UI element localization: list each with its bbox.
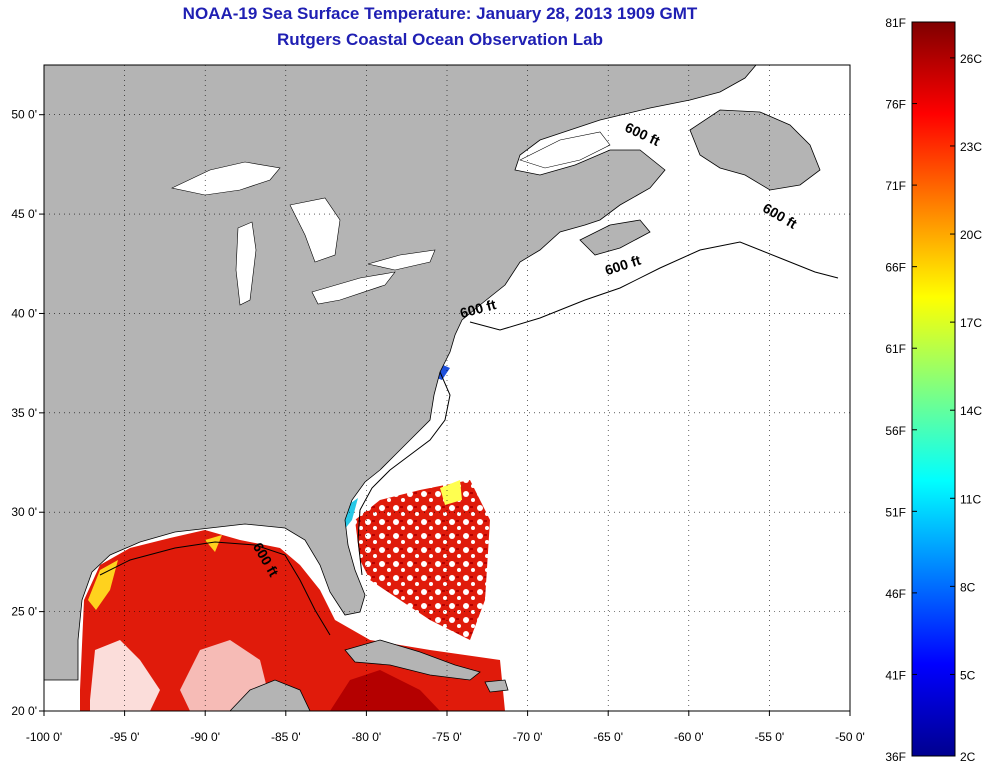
isobath-600ft-south	[357, 371, 451, 576]
x-tick-label: -95 0'	[110, 730, 140, 744]
colorbar-f-label: 51F	[885, 505, 906, 519]
colorbar-c-label: 23C	[960, 140, 982, 154]
colorbar-f-label: 81F	[885, 16, 906, 30]
colorbar-f-label: 36F	[885, 750, 906, 764]
x-tick-label: -100 0'	[26, 730, 62, 744]
y-tick-label: 35 0'	[11, 406, 37, 420]
x-axis: -100 0' -95 0' -90 0' -85 0' -80 0' -75 0' -70…	[26, 711, 865, 744]
x-tick-label: -50 0'	[835, 730, 865, 744]
colorbar-c-label: 26C	[960, 52, 982, 66]
colorbar-c-label: 17C	[960, 316, 982, 330]
y-tick-label: 40 0'	[11, 306, 37, 320]
colorbar-f-label: 66F	[885, 261, 906, 275]
x-tick-label: -90 0'	[190, 730, 220, 744]
y-axis: 50 0' 45 0' 40 0' 35 0' 30 0' 25 0' 20 0'	[11, 108, 44, 718]
colorbar-c-label: 5C	[960, 668, 976, 682]
map-subtitle: Rutgers Coastal Ocean Observation Lab	[277, 30, 603, 49]
colorbar	[911, 21, 956, 757]
y-tick-label: 45 0'	[11, 207, 37, 221]
x-tick-label: -85 0'	[271, 730, 301, 744]
y-tick-label: 50 0'	[11, 108, 37, 122]
colorbar-f-label: 61F	[885, 342, 906, 356]
x-tick-label: -70 0'	[513, 730, 543, 744]
colorbar-fahrenheit-labels: 81F 76F 71F 66F 61F 56F 51F 46F 41F 36F	[885, 16, 917, 764]
colorbar-c-label: 11C	[960, 492, 981, 506]
x-tick-label: -75 0'	[432, 730, 462, 744]
colorbar-f-label: 71F	[885, 179, 906, 193]
isobath-600ft-gulf	[99, 541, 331, 636]
map-title: NOAA-19 Sea Surface Temperature: January…	[182, 4, 698, 23]
colorbar-c-label: 14C	[960, 404, 982, 418]
colorbar-c-label: 8C	[960, 580, 976, 594]
colorbar-f-label: 41F	[885, 668, 906, 682]
colorbar-celsius-labels: 26C 23C 20C 17C 14C 11C 8C 5C 2C	[950, 52, 982, 764]
colorbar-c-label: 2C	[960, 750, 976, 764]
colorbar-f-label: 56F	[885, 424, 906, 438]
isobath-600ft	[469, 241, 839, 331]
x-tick-label: -55 0'	[755, 730, 785, 744]
x-tick-label: -65 0'	[593, 730, 623, 744]
colorbar-c-label: 20C	[960, 228, 982, 242]
x-tick-label: -80 0'	[352, 730, 382, 744]
great-lakes	[171, 131, 611, 306]
y-tick-label: 20 0'	[11, 704, 37, 718]
colorbar-f-label: 46F	[885, 587, 906, 601]
y-tick-label: 30 0'	[11, 505, 37, 519]
land	[43, 64, 821, 712]
y-tick-label: 25 0'	[11, 605, 37, 619]
colorbar-f-label: 76F	[885, 98, 906, 112]
x-tick-label: -60 0'	[674, 730, 704, 744]
